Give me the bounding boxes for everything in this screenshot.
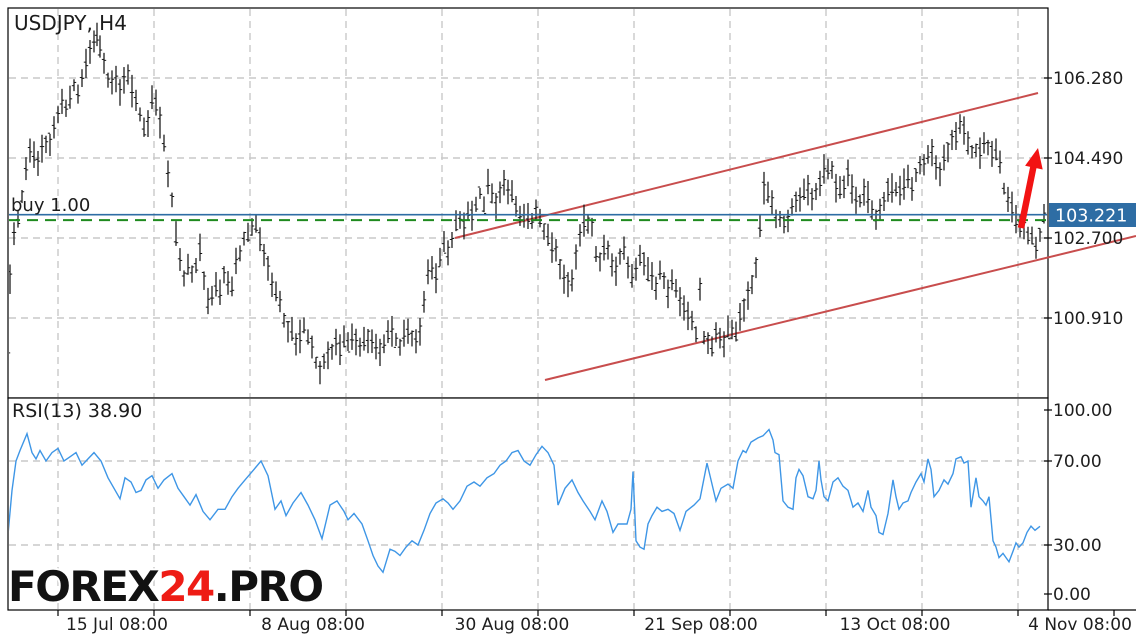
watermark-forex: FOREX <box>8 562 159 611</box>
price-axis-label: 106.280 <box>1053 69 1123 89</box>
time-axis-label: 15 Jul 08:00 <box>66 615 168 635</box>
trendline-lower <box>544 235 1136 381</box>
rsi-polyline <box>9 428 1041 574</box>
rsi-indicator-label: RSI(13) 38.90 <box>12 400 142 422</box>
watermark-pro: .PRO <box>214 562 323 611</box>
rsi-line-layer <box>9 428 1041 574</box>
watermark-24: 24 <box>158 562 214 611</box>
price-axis-label: 100.910 <box>1053 309 1123 329</box>
grid-layer <box>9 9 1047 609</box>
trendline-upper <box>454 92 1039 239</box>
price-axis-label: 104.490 <box>1053 149 1123 169</box>
rsi-pane <box>7 397 1049 611</box>
symbol-label: USDJPY, H4 <box>14 11 127 35</box>
forex24pro-watermark: FOREX24.PRO <box>8 562 323 611</box>
level-lines <box>9 213 1047 222</box>
time-axis-label: 13 Oct 08:00 <box>840 615 951 635</box>
rsi-axis-label: 100.00 <box>1053 401 1112 421</box>
time-axis-label: 4 Nov 08:00 <box>1028 615 1132 635</box>
current-price-value: 103.221 <box>1055 207 1127 227</box>
price-bars <box>9 22 1047 385</box>
buy-order-label: buy 1.00 <box>11 195 90 216</box>
signal-arrow <box>1017 148 1043 229</box>
rsi-axis-label: 70.00 <box>1053 452 1102 472</box>
price-axis-label: 102.700 <box>1053 229 1123 249</box>
time-axis-label: 30 Aug 08:00 <box>455 615 570 635</box>
rsi-axis-label: 0.00 <box>1053 585 1091 605</box>
time-axis-label: 8 Aug 08:00 <box>261 615 365 635</box>
axis-labels-layer: 106.280 104.490 102.700 100.910 100.00 70.00 3… <box>57 69 1132 635</box>
time-axis-label: 21 Sep 08:00 <box>644 615 757 635</box>
rsi-axis-label: 30.00 <box>1053 536 1102 556</box>
buy-arrow-shaft <box>1017 163 1038 229</box>
current-price-box: 103.221 <box>1049 203 1136 227</box>
trend-channel <box>454 92 1136 381</box>
buy-arrow-head <box>1025 148 1043 170</box>
